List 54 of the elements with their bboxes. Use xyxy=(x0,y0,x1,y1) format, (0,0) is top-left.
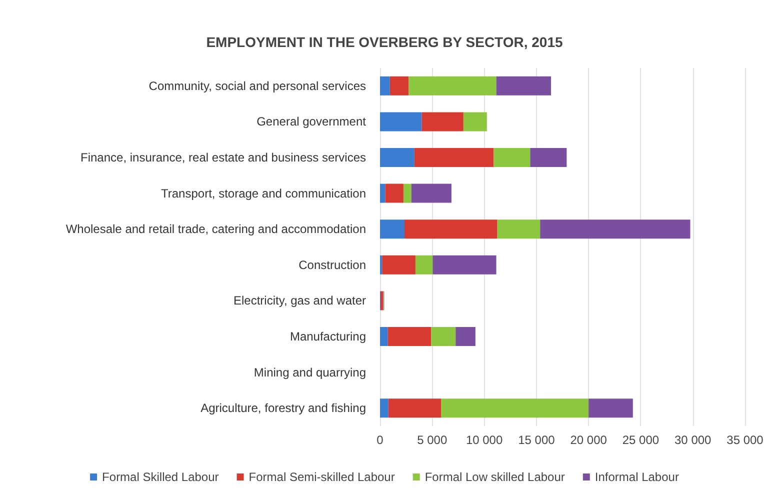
bar xyxy=(497,220,540,239)
x-tick-label: 25 000 xyxy=(622,433,660,447)
bar xyxy=(403,184,412,203)
y-tick-label: Agriculture, forestry and fishing xyxy=(200,401,366,416)
bar xyxy=(588,398,633,418)
bar xyxy=(408,76,496,96)
bar xyxy=(414,148,494,167)
bar xyxy=(388,327,432,346)
bar xyxy=(441,398,589,418)
bar xyxy=(382,255,416,274)
legend-label: Informal Labour xyxy=(594,470,679,484)
bar xyxy=(404,220,498,239)
y-tick-label: General government xyxy=(256,114,367,129)
y-tick-label: Manufacturing xyxy=(290,330,366,344)
y-tick-label: Wholesale and retail trade, catering and accommodation xyxy=(66,222,366,236)
y-tick-label: Mining and quarrying xyxy=(254,365,366,380)
bar xyxy=(456,327,476,346)
legend-label: Formal Skilled Labour xyxy=(102,470,219,484)
bar xyxy=(380,184,386,203)
bar xyxy=(390,76,409,96)
bar xyxy=(431,327,456,346)
y-tick-label: Community, social and personal services xyxy=(148,78,366,93)
y-tick-label: Finance, insurance, real estate and business services xyxy=(80,150,366,164)
bar xyxy=(422,112,464,132)
bar xyxy=(411,184,452,203)
x-tick-label: 30 000 xyxy=(674,433,712,447)
legend-label: Formal Low skilled Labour xyxy=(424,470,565,484)
bar xyxy=(415,255,433,274)
bar xyxy=(388,398,442,418)
x-tick-label: 15 000 xyxy=(518,433,556,447)
legend-label: Formal Semi-skilled Labour xyxy=(248,470,395,484)
bar xyxy=(380,327,388,346)
bar xyxy=(540,220,690,239)
bar xyxy=(530,148,567,167)
y-tick-label: Construction xyxy=(298,258,366,272)
y-tick-label: Electricity, gas and water xyxy=(234,294,366,308)
bar xyxy=(380,291,384,310)
bar xyxy=(432,255,496,274)
bar xyxy=(380,148,414,167)
x-tick-label: 10 000 xyxy=(466,433,503,447)
bar xyxy=(380,76,390,96)
bar xyxy=(385,184,404,203)
bar xyxy=(463,112,487,132)
x-tick-label: 5 000 xyxy=(417,433,448,447)
x-tick-label: 20 000 xyxy=(570,433,608,447)
bar xyxy=(380,220,405,239)
bar xyxy=(494,148,530,167)
x-tick-label: 0 xyxy=(376,433,384,447)
x-tick-label: 35 000 xyxy=(726,433,764,447)
bar xyxy=(380,112,422,132)
chart-title: EMPLOYMENT IN THE OVERBERG BY SECTOR, 2015 xyxy=(206,34,563,50)
bar xyxy=(380,398,388,418)
bar xyxy=(496,76,552,96)
y-tick-label: Transport, storage and communication xyxy=(161,186,366,200)
